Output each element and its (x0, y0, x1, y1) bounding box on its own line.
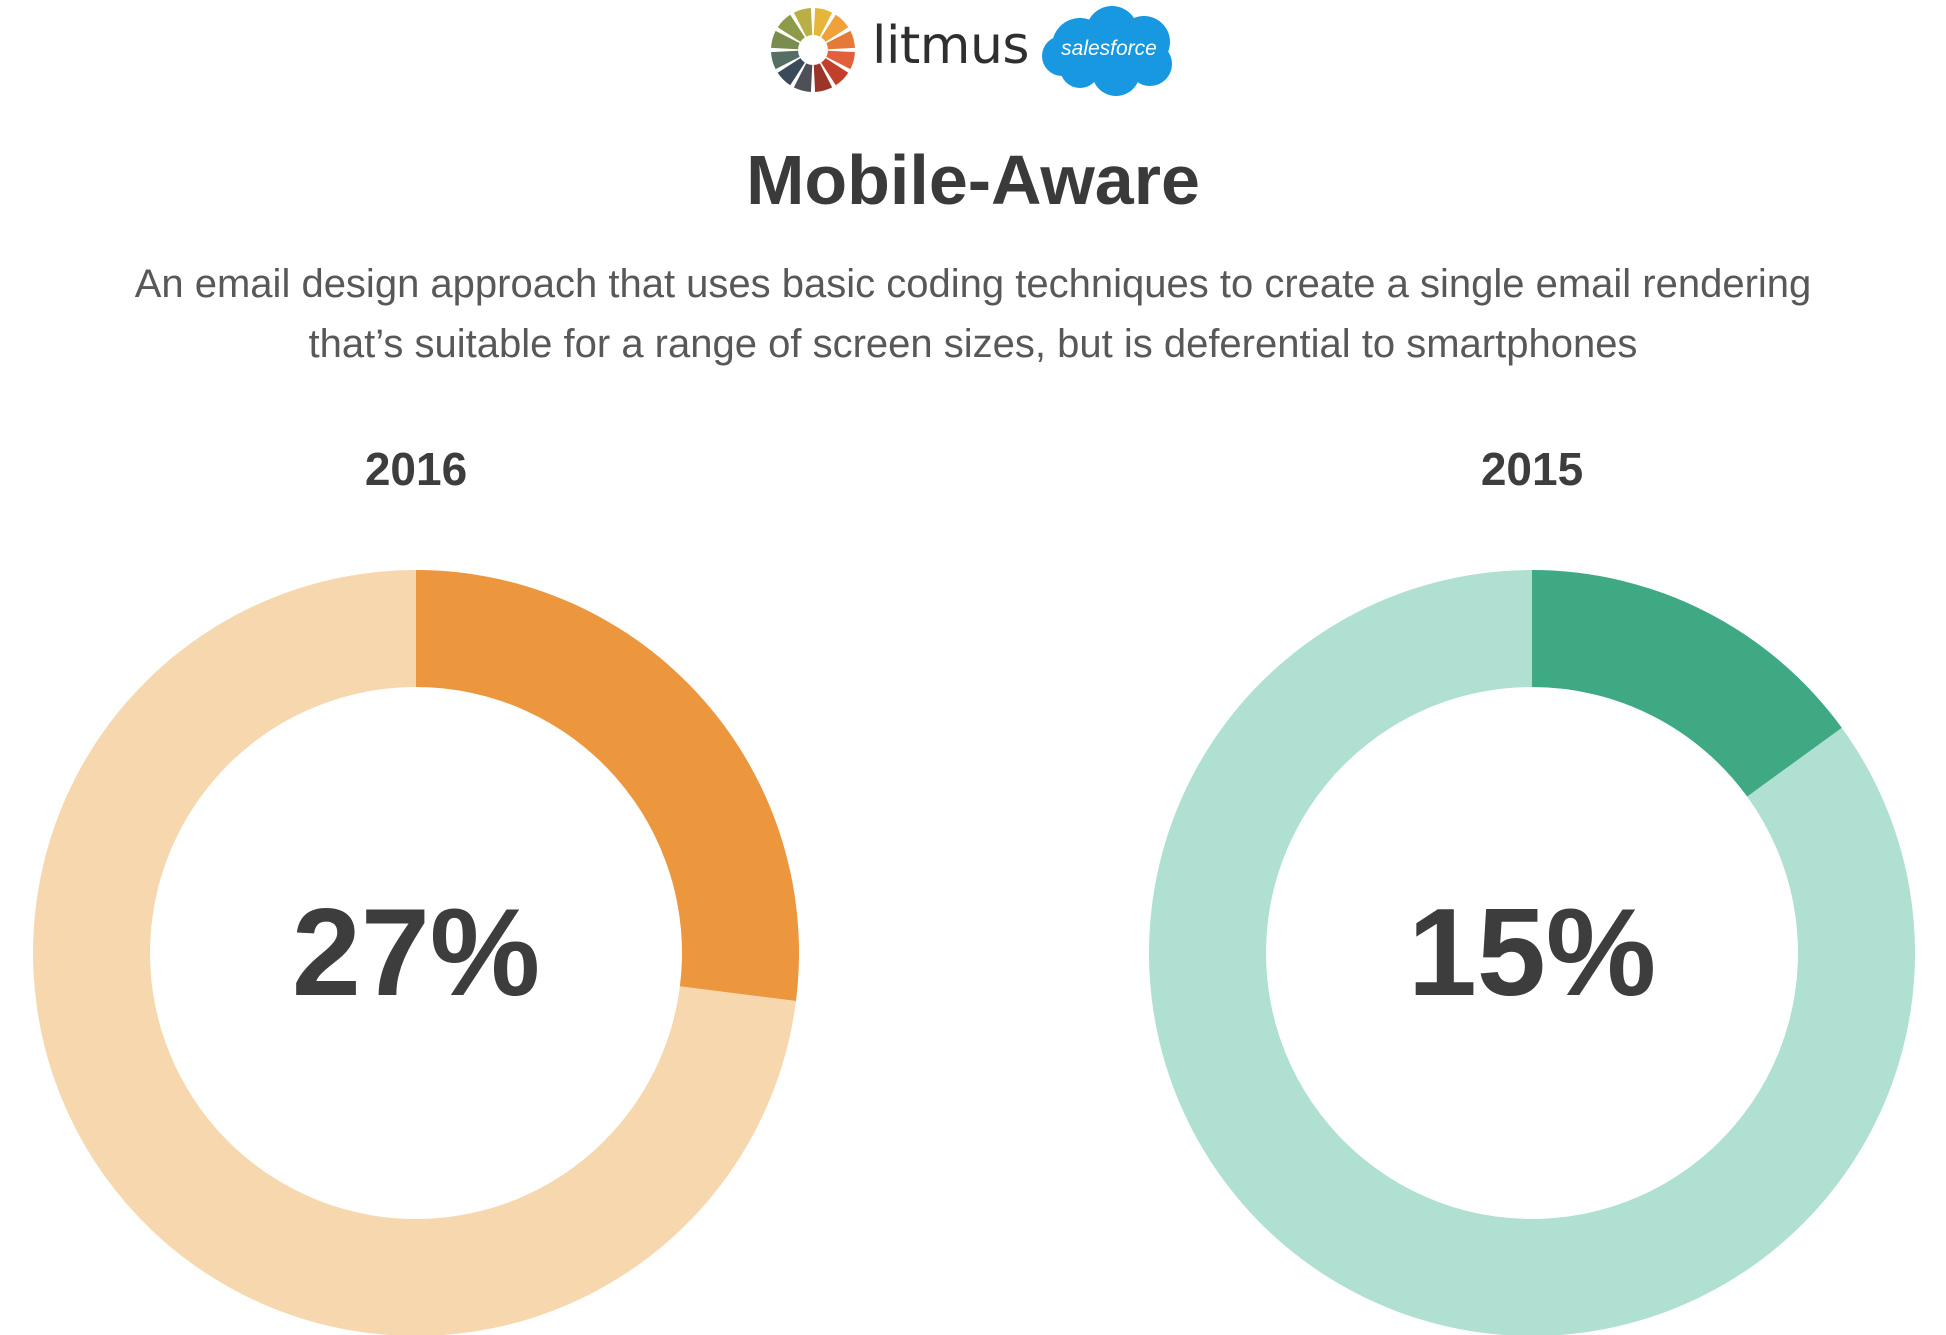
litmus-wheel-segment (826, 30, 855, 50)
litmus-wordmark: litmus (872, 16, 1030, 76)
chart-title-2016: 2016 (365, 443, 467, 495)
litmus-wheel-segment (813, 8, 833, 37)
donut-slice-remainder-2015 (1148, 570, 1915, 1335)
donut-slice-value-2016 (416, 570, 799, 1002)
page-title: Mobile-Aware (746, 141, 1200, 219)
litmus-wheel-segment (777, 58, 805, 86)
litmus-wheel-segment (821, 14, 849, 42)
litmus-wheel-segment (793, 63, 813, 92)
header-logos: litmus salesforce (0, 0, 1946, 110)
salesforce-logo-icon: salesforce (1042, 6, 1172, 96)
salesforce-logo-text: salesforce (1061, 37, 1157, 60)
subtitle-line-2: that’s suitable for a range of screen si… (308, 322, 1638, 366)
litmus-wheel-segment (826, 50, 855, 70)
litmus-wheel-segment (771, 50, 800, 70)
subtitle: An email design approach that uses basic… (0, 254, 1946, 374)
litmus-wheel-segment (771, 30, 800, 50)
litmus-wheel-segment (777, 14, 805, 42)
center-label-2016: 27% (292, 884, 540, 1022)
center-label-2015: 15% (1408, 884, 1656, 1022)
litmus-wheel-segment (813, 63, 833, 92)
chart-title-2015: 2015 (1481, 443, 1583, 495)
donut-slice-value-2015 (1532, 570, 1842, 797)
litmus-wheel-segment (793, 8, 813, 37)
litmus-wheel-segment (821, 58, 849, 86)
subtitle-line-1: An email design approach that uses basic… (134, 262, 1812, 306)
litmus-logo-icon (771, 8, 855, 92)
donut-slice-remainder-2016 (32, 570, 796, 1335)
